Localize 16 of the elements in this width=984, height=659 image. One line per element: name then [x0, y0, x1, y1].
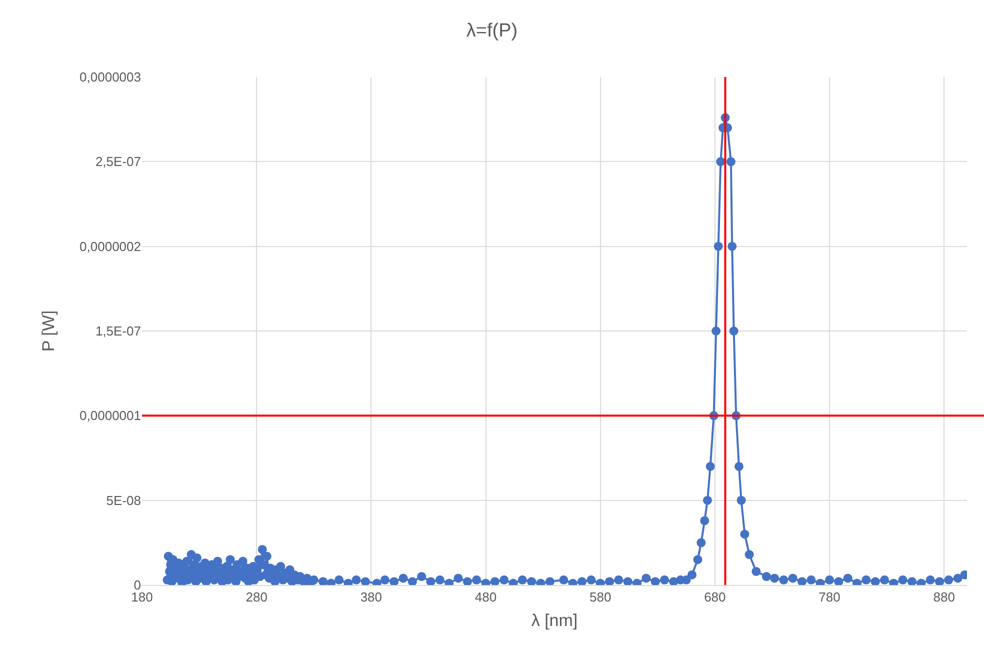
y-tick-label: 0,0000002: [80, 238, 141, 254]
x-axis-title: λ [nm]: [531, 611, 578, 630]
y-axis-title: P [W]: [39, 310, 58, 352]
x-tick-label: 380: [360, 590, 382, 605]
y-tick-label: 2,5E-07: [95, 154, 141, 170]
x-tick-label: 780: [818, 590, 840, 605]
chart-title: λ=f(P): [466, 20, 518, 42]
y-tick-label: 0,0000003: [80, 70, 141, 85]
x-tick-label: 480: [474, 590, 497, 605]
x-tick-label: 580: [589, 590, 612, 605]
x-tick-label: 680: [704, 590, 726, 605]
y-tick-label: 5E-08: [106, 492, 141, 508]
x-tick-label: 880: [933, 590, 955, 605]
x-tick-label: 280: [246, 590, 268, 605]
y-tick-label: 1,5E-07: [95, 324, 141, 339]
y-tick-label: 0,0000001: [80, 408, 141, 424]
